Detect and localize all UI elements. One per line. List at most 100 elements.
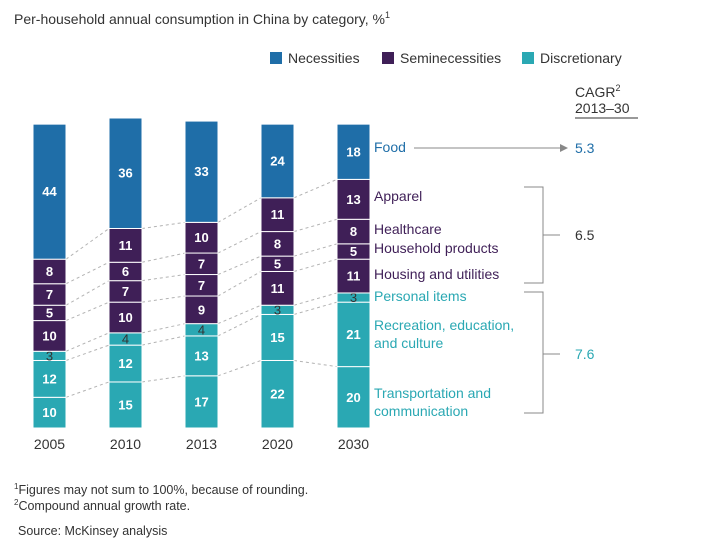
- bar-segment-value: 24: [270, 153, 285, 168]
- bar-segment: [32, 123, 67, 260]
- bar-segment-value: 3: [46, 348, 53, 363]
- bar-segment: [32, 359, 67, 398]
- connector-line: [217, 255, 262, 275]
- footnote-2: 2Compound annual growth rate.: [14, 498, 190, 513]
- connector-line: [141, 323, 186, 334]
- bar-segment: [260, 123, 295, 199]
- footnote-1: 1Figures may not sum to 100%, because of…: [14, 482, 308, 497]
- footnote-2-sup: 2: [14, 498, 19, 507]
- bar-segment-value: 44: [42, 184, 57, 199]
- bar-segment: [336, 218, 371, 245]
- connector-line: [293, 292, 338, 306]
- connector-line: [65, 381, 110, 398]
- footnote-2-text: Compound annual growth rate.: [18, 499, 190, 513]
- connector-line: [293, 301, 338, 315]
- bar-segment-value: 33: [194, 164, 208, 179]
- chart-title-sup: 1: [385, 10, 390, 20]
- bar-segment-value: 8: [274, 236, 281, 251]
- category-label-line: communication: [374, 403, 468, 419]
- bar-segment: [336, 301, 371, 368]
- bar-segment-value: 12: [42, 371, 56, 386]
- legend: Necessities Seminecessities Discretionar…: [270, 50, 622, 66]
- connector-line: [65, 261, 110, 285]
- bar-segment-value: 10: [42, 328, 56, 343]
- category-label: Household products: [374, 240, 499, 256]
- bar-segment-value: 5: [350, 244, 357, 259]
- category-label-line: Housing and utilities: [374, 266, 499, 282]
- category-label: Apparel: [374, 188, 422, 204]
- x-axis-label: 2013: [186, 436, 217, 452]
- bar-segment: [260, 359, 295, 429]
- connector-line: [293, 258, 338, 272]
- category-label: Transportation and communication: [374, 385, 491, 419]
- chart-title-text: Per-household annual consumption in Chin…: [14, 11, 385, 27]
- connector-line: [217, 313, 262, 337]
- category-label-line: Apparel: [374, 188, 422, 204]
- connector-line: [141, 295, 186, 303]
- cagr-arrow-head-icon: [560, 144, 568, 152]
- bar-segment: [108, 301, 143, 334]
- connector-line: [217, 197, 262, 223]
- category-label-line: Food: [374, 139, 406, 155]
- bar-segment-value: 13: [194, 348, 208, 363]
- bar-segment: [32, 396, 67, 429]
- cagr-header-text: CAGR: [575, 84, 615, 100]
- bar-segment: [108, 227, 143, 263]
- bar-segment-value: 7: [198, 256, 205, 271]
- cagr-bracket: [524, 186, 560, 284]
- bar-segment-value: 8: [350, 224, 357, 239]
- bar-segment-value: 5: [46, 305, 53, 320]
- bar-segment-value: 18: [346, 144, 360, 159]
- bar-segment-value: 12: [118, 356, 132, 371]
- footnote-1-sup: 1: [14, 482, 19, 491]
- connector-line: [293, 359, 338, 368]
- category-label-line: Transportation and: [374, 385, 491, 401]
- connector-line: [65, 228, 110, 260]
- x-axis-label: 2010: [110, 436, 141, 452]
- bar-segment-value: 21: [346, 327, 360, 342]
- bar-segment-value: 3: [350, 290, 357, 305]
- x-axis-label: 2005: [34, 436, 65, 452]
- bar-segment-value: 11: [271, 281, 285, 296]
- x-axis-label: 2020: [262, 436, 293, 452]
- bar-segment: [260, 197, 295, 233]
- connector-line: [217, 360, 262, 377]
- bar-segment-value: 15: [270, 330, 284, 345]
- cagr-bracket: [524, 291, 560, 414]
- connector-line: [141, 375, 186, 383]
- bar-segment-value: 11: [271, 207, 285, 222]
- category-label: Recreation, education, and culture: [374, 317, 514, 351]
- connector-line: [141, 274, 186, 282]
- legend-swatch-discretionary: [522, 52, 534, 64]
- bar-segment-value: 10: [194, 230, 208, 245]
- bar-segment-value: 4: [122, 331, 129, 346]
- cagr-header-line1: CAGR2: [575, 83, 620, 100]
- bar-segment: [336, 123, 371, 180]
- connector-line: [141, 252, 186, 263]
- bar-segment-value: 5: [274, 256, 281, 271]
- bar-segment: [184, 120, 219, 223]
- cagr-value: 5.3: [575, 140, 595, 156]
- bar-segment: [336, 366, 371, 429]
- category-label-line: Personal items: [374, 288, 467, 304]
- bar-segment-value: 4: [198, 322, 205, 337]
- bar-segment: [108, 117, 143, 229]
- bar-segment-value: 17: [194, 394, 208, 409]
- bar-segment: [108, 344, 143, 383]
- bar-segment-value: 36: [118, 166, 132, 181]
- connector-line: [293, 218, 338, 233]
- category-label: Food: [374, 139, 406, 155]
- category-label: Healthcare: [374, 221, 442, 237]
- bar-segment-value: 11: [119, 238, 133, 253]
- category-label: Personal items: [374, 288, 467, 304]
- category-label-line: Recreation, education,: [374, 317, 514, 333]
- bar-connector-lines: [65, 178, 338, 398]
- x-axis-labels: 2005 2010 2013 2020 2030: [34, 436, 369, 452]
- connector-line: [217, 231, 262, 254]
- bar-segment-value: 7: [122, 284, 129, 299]
- bar-segment-value: 7: [198, 278, 205, 293]
- bar-segment-value: 7: [46, 287, 53, 302]
- legend-swatch-necessities: [270, 52, 282, 64]
- source-note: Source: McKinsey analysis: [18, 524, 167, 538]
